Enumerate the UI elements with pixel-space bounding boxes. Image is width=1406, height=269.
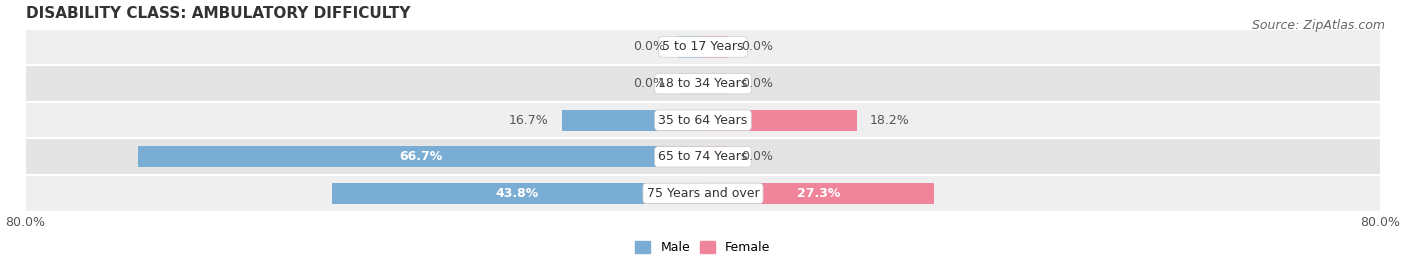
Text: 35 to 64 Years: 35 to 64 Years: [658, 114, 748, 127]
Bar: [332, 183, 703, 204]
Bar: [678, 36, 703, 58]
Bar: [703, 109, 858, 131]
Text: 5 to 17 Years: 5 to 17 Years: [662, 40, 744, 54]
Text: 65 to 74 Years: 65 to 74 Years: [658, 150, 748, 163]
Text: 0.0%: 0.0%: [633, 40, 665, 54]
Text: 75 Years and over: 75 Years and over: [647, 187, 759, 200]
Text: 0.0%: 0.0%: [633, 77, 665, 90]
Text: 0.0%: 0.0%: [741, 40, 773, 54]
Bar: [25, 102, 1381, 139]
Bar: [703, 36, 728, 58]
Bar: [138, 146, 703, 167]
Text: 16.7%: 16.7%: [509, 114, 548, 127]
Bar: [703, 73, 728, 94]
Bar: [703, 183, 934, 204]
Bar: [25, 139, 1381, 175]
Bar: [678, 73, 703, 94]
Text: 27.3%: 27.3%: [797, 187, 841, 200]
Text: 0.0%: 0.0%: [741, 77, 773, 90]
Bar: [25, 29, 1381, 65]
Text: 0.0%: 0.0%: [741, 150, 773, 163]
Text: 43.8%: 43.8%: [496, 187, 538, 200]
Text: 18 to 34 Years: 18 to 34 Years: [658, 77, 748, 90]
Bar: [25, 65, 1381, 102]
Legend: Male, Female: Male, Female: [633, 239, 773, 257]
Bar: [561, 109, 703, 131]
Text: 18.2%: 18.2%: [870, 114, 910, 127]
Text: Source: ZipAtlas.com: Source: ZipAtlas.com: [1251, 19, 1385, 32]
Bar: [25, 175, 1381, 212]
Text: 66.7%: 66.7%: [399, 150, 443, 163]
Bar: [703, 146, 728, 167]
Text: DISABILITY CLASS: AMBULATORY DIFFICULTY: DISABILITY CLASS: AMBULATORY DIFFICULTY: [25, 6, 411, 20]
